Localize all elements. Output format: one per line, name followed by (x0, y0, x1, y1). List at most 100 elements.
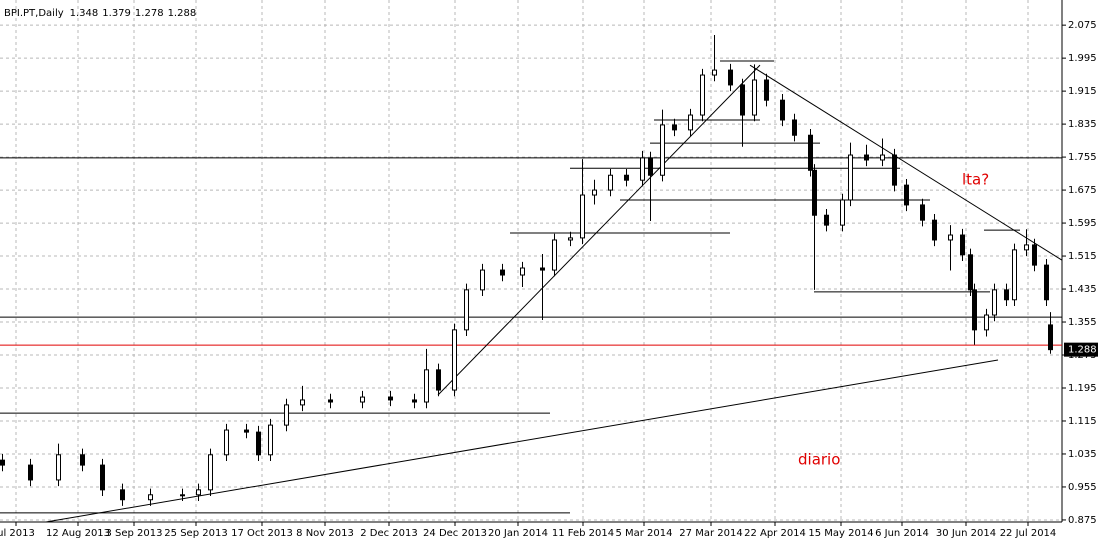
candle-body (752, 79, 757, 116)
x-tick-label: ul 2013 (0, 528, 35, 539)
y-tick-label: 1.995 (1068, 53, 1097, 64)
candle-body (360, 396, 365, 403)
candle-body (592, 189, 597, 196)
candle-body (984, 314, 989, 331)
candle-body (812, 169, 817, 216)
x-tick-label: 2 Dec 2013 (360, 528, 418, 539)
candle-body (960, 234, 965, 256)
trend-line (749, 64, 1063, 261)
x-tick-label: 5 Mar 2014 (615, 528, 672, 539)
candle-body (880, 154, 885, 161)
candle-body (972, 289, 977, 331)
candle-body (580, 194, 585, 239)
candle-body (244, 429, 249, 433)
candle-body (948, 234, 953, 241)
candle-body (80, 454, 85, 466)
candle-body (568, 237, 573, 241)
candle-body (920, 204, 925, 221)
candle-body (864, 154, 869, 161)
trend-line (45, 359, 999, 523)
x-tick-label: 17 Oct 2013 (231, 528, 293, 539)
y-tick-label: 1.355 (1068, 317, 1097, 328)
candle-body (764, 79, 769, 101)
x-tick-label: 20 Jan 2014 (488, 528, 548, 539)
x-tick-label: 24 Dec 2013 (423, 528, 487, 539)
candle-body (968, 254, 973, 291)
annotation: lta? (962, 170, 989, 188)
candle-body (436, 369, 441, 391)
candle-body (520, 267, 525, 276)
x-tick-label: 12 Aug 2013 (46, 528, 110, 539)
candle-body (640, 157, 645, 181)
candle-body (148, 494, 153, 501)
x-tick-label: 22 Apr 2014 (744, 528, 806, 539)
chart-header: BPI.PT,Daily 1.348 1.379 1.278 1.288 (4, 8, 196, 19)
candle-body (780, 99, 785, 121)
candle-body (688, 114, 693, 131)
candle-body (412, 399, 417, 403)
candle-body (904, 184, 909, 206)
candle-body (28, 464, 33, 481)
candle-body (424, 369, 429, 403)
candle-body (824, 214, 829, 226)
candle-body (300, 399, 305, 406)
candle-body (892, 154, 897, 186)
candle-body (284, 404, 289, 426)
annotation: diario (798, 451, 840, 469)
candle-body (672, 124, 677, 131)
x-tick-label: 15 May 2014 (808, 528, 873, 539)
y-tick-label: 1.835 (1068, 119, 1097, 130)
candle-body (464, 289, 469, 331)
candle-body (1012, 249, 1017, 301)
candle-body (208, 454, 213, 491)
header-high: 1.379 (102, 8, 131, 19)
candle-body (0, 459, 5, 466)
candle-body (992, 289, 997, 316)
y-tick-label: 1.755 (1068, 152, 1097, 163)
candle-body (660, 124, 665, 176)
x-tick-label: 27 Mar 2014 (679, 528, 742, 539)
x-tick-label: 11 Feb 2014 (552, 528, 614, 539)
y-tick-label: 1.515 (1068, 251, 1097, 262)
symbol: BPI.PT,Daily (4, 8, 64, 19)
candle-body (1048, 324, 1053, 351)
x-tick-label: 22 Jul 2014 (1000, 528, 1057, 539)
header-close: 1.288 (168, 8, 197, 19)
y-tick-label: 1.915 (1068, 86, 1097, 97)
candle-body (848, 154, 853, 201)
y-tick-label: 1.675 (1068, 185, 1097, 196)
y-tick-label: 1.115 (1068, 416, 1097, 427)
candle-body (540, 267, 545, 271)
y-tick-label: 2.075 (1068, 20, 1097, 31)
x-tick-label: 25 Sep 2013 (164, 528, 227, 539)
x-tick-label: 6 Jun 2014 (875, 528, 929, 539)
candle-body (712, 69, 717, 76)
candle-body (808, 134, 813, 171)
candle-body (740, 84, 745, 116)
candle-body (1024, 244, 1029, 251)
y-tick-label: 1.195 (1068, 383, 1097, 394)
y-tick-label: 0.875 (1068, 515, 1097, 526)
x-tick-label: 3 Sep 2013 (105, 528, 162, 539)
candle-body (700, 74, 705, 116)
candle-body (932, 219, 937, 241)
candle-body (728, 69, 733, 86)
candle-body (388, 396, 393, 401)
y-tick-label: 1.595 (1068, 218, 1097, 229)
price-label-box (1064, 342, 1098, 357)
candle-body (552, 239, 557, 271)
candle-body (56, 454, 61, 481)
candle-body (256, 431, 261, 456)
candle-body (624, 174, 629, 181)
x-tick-label: 30 Jun 2014 (936, 528, 996, 539)
candle-body (328, 399, 333, 403)
candle-body (480, 269, 485, 291)
candle-body (268, 424, 273, 456)
candle-body (224, 429, 229, 456)
y-tick-label: 1.035 (1068, 449, 1097, 460)
candle-body (100, 464, 105, 491)
header-open: 1.348 (70, 8, 99, 19)
candle-body (196, 489, 201, 496)
candle-body (180, 494, 185, 497)
